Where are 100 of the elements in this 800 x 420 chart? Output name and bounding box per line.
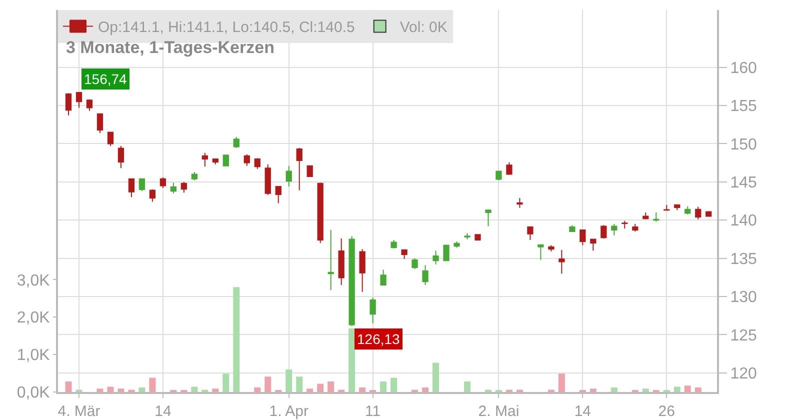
y-tick-label: 120	[730, 366, 757, 382]
candlestick	[474, 234, 481, 240]
bar	[380, 382, 387, 392]
bar	[359, 388, 366, 392]
bar	[610, 388, 618, 392]
candlestick	[684, 206, 691, 215]
candlestick	[695, 206, 702, 220]
candlestick	[642, 212, 649, 220]
x-tick-label: 1. Apr	[269, 403, 308, 420]
candlestick	[170, 182, 176, 194]
candlestick	[222, 154, 229, 166]
y-tick-label: 150	[730, 136, 757, 154]
y2-tick-label: 1,0K	[16, 347, 50, 364]
candlestick	[390, 239, 397, 249]
x-tick-label: 4. Mär	[58, 403, 100, 420]
bar	[590, 388, 596, 392]
bar	[390, 378, 398, 392]
bar	[694, 388, 702, 392]
candlestick	[180, 181, 187, 194]
candlestick	[86, 98, 93, 112]
candlestick	[212, 158, 218, 165]
bar	[191, 386, 198, 392]
candlestick	[65, 92, 72, 116]
bar	[558, 374, 565, 392]
bar	[65, 382, 72, 392]
bar	[684, 386, 691, 392]
candlestick	[296, 147, 302, 191]
candlestick	[160, 176, 166, 189]
candlestick	[506, 162, 512, 175]
legend-label: Op:141.1, Hi:141.1, Lo:140.5, Cl:140.5	[98, 19, 355, 36]
candlestick	[233, 136, 240, 148]
candlestick	[412, 258, 418, 270]
bar	[317, 384, 324, 392]
candlestick	[422, 264, 428, 286]
candlestick	[706, 211, 712, 217]
candlestick	[496, 170, 502, 181]
bar	[464, 382, 470, 392]
bar	[642, 388, 649, 392]
y-tick-label: 130	[730, 289, 757, 306]
candlestick	[590, 238, 596, 252]
bar	[264, 376, 272, 392]
candlestick	[380, 269, 386, 286]
x-tick-label: 2. Mai	[478, 403, 520, 420]
y-tick-label: 145	[730, 174, 757, 192]
y2-tick-label: 0,0K	[16, 384, 50, 402]
candlestick	[96, 113, 104, 134]
candlestick	[464, 232, 470, 240]
bar	[96, 388, 104, 392]
annotation: 126,13	[357, 331, 400, 347]
bar	[212, 388, 219, 392]
candlestick	[527, 226, 534, 240]
candlestick	[580, 230, 586, 246]
candlestick	[202, 152, 208, 168]
bar	[286, 370, 292, 392]
candlestick	[118, 145, 124, 169]
x-tick-label: 26	[658, 403, 675, 420]
x-tick-label: 11	[365, 403, 381, 420]
candlestick	[275, 186, 282, 204]
candlestick	[632, 223, 638, 232]
y-tick-label: 160	[730, 60, 757, 77]
bar	[138, 388, 146, 392]
y2-tick-label: 3,0K	[16, 272, 50, 290]
candlestick	[149, 189, 156, 202]
candlestick	[306, 165, 313, 178]
bar	[348, 328, 356, 392]
y-tick-label: 135	[730, 250, 757, 268]
candlestick	[359, 248, 366, 292]
x-tick-label: 14	[574, 403, 592, 420]
candlestick	[338, 238, 344, 286]
candlestick	[600, 224, 607, 239]
x-tick-label: 14	[154, 403, 172, 420]
candlestick	[674, 204, 680, 211]
bar	[107, 386, 114, 392]
text: 3 Monate, 1-Tages-Kerzen	[66, 38, 274, 57]
candlestick	[264, 164, 271, 196]
candlestick	[432, 250, 439, 265]
candlestick	[76, 92, 82, 108]
candlestick	[454, 240, 460, 248]
annotation: 156,74	[84, 71, 128, 87]
bar	[149, 378, 156, 392]
bar	[222, 374, 230, 392]
candlestick	[548, 244, 554, 252]
candlestick	[485, 208, 492, 227]
candlestick	[348, 236, 355, 327]
bar	[233, 287, 240, 392]
y-tick-label: 125	[730, 327, 757, 344]
y-tick-label: 155	[730, 98, 757, 116]
candlestick	[401, 249, 408, 260]
candlestick	[244, 154, 250, 166]
candlestick	[370, 297, 376, 324]
candlestick	[254, 158, 260, 170]
bar	[422, 388, 429, 392]
candlestick	[138, 178, 146, 192]
candlestick	[328, 230, 334, 291]
bar	[306, 388, 314, 392]
candlestick	[443, 244, 450, 262]
candlestick	[191, 171, 198, 181]
y-tick-label: 140	[730, 212, 757, 230]
bar	[674, 386, 680, 392]
candlestick	[286, 165, 292, 187]
